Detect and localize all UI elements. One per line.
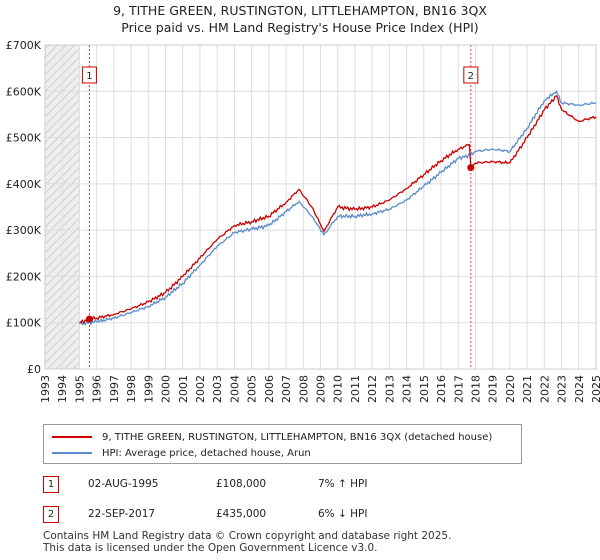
x-tick-label: 2008 — [297, 375, 310, 403]
y-tick-label: £600K — [6, 85, 42, 98]
x-tick-label: 2017 — [452, 375, 465, 403]
plot-frame — [44, 44, 597, 370]
x-tick-label: 2022 — [538, 375, 551, 403]
x-tick-label: 2013 — [383, 375, 396, 403]
x-tick-label: 1995 — [73, 375, 86, 403]
x-tick-label: 1994 — [56, 375, 69, 403]
legend-swatch-property — [52, 436, 92, 438]
x-tick-label: 1998 — [125, 375, 138, 403]
x-tick-label: 2023 — [556, 375, 569, 403]
chart-subtitle: Price paid vs. HM Land Registry's House … — [121, 20, 479, 35]
y-tick-label: £100K — [6, 317, 42, 330]
y-tick-label: £700K — [6, 39, 42, 52]
x-tick-label: 2014 — [401, 375, 414, 403]
legend-label-hpi: HPI: Average price, detached house, Arun — [102, 447, 311, 459]
footer-licence: This data is licensed under the Open Gov… — [43, 542, 378, 554]
y-tick-label: £200K — [6, 270, 42, 283]
x-tick-label: 2001 — [177, 375, 190, 403]
sale-marker-label: 1 — [86, 71, 92, 82]
legend-swatch-hpi — [52, 452, 92, 454]
footer-copyright: Contains HM Land Registry data © Crown c… — [43, 530, 452, 542]
y-tick-label: £500K — [6, 132, 42, 145]
x-tick-label: 2018 — [469, 375, 482, 403]
transaction-hpi-delta: 6% ↓ HPI — [318, 508, 368, 520]
x-tick-label: 2011 — [349, 375, 362, 403]
transaction-price: £435,000 — [216, 508, 267, 520]
series-line — [79, 95, 597, 325]
x-tick-label: 2010 — [332, 375, 345, 403]
x-tick-label: 2003 — [211, 375, 224, 403]
transaction-row: 1 02-AUG-1995 £108,000 7% ↑ HPI — [43, 476, 520, 494]
x-tick-label: 2012 — [366, 375, 379, 403]
x-tick-label: 2024 — [573, 375, 586, 403]
transaction-badge: 2 — [43, 506, 59, 523]
sale-marker-label: 2 — [468, 71, 474, 82]
x-tick-label: 2025 — [590, 375, 600, 403]
chart-legend: 9, TITHE GREEN, RUSTINGTON, LITTLEHAMPTO… — [43, 424, 522, 464]
x-tick-label: 2007 — [280, 375, 293, 403]
y-tick-label: £300K — [6, 224, 42, 237]
y-tick-label: £0 — [27, 363, 41, 376]
sale-point — [467, 164, 475, 172]
price-chart: £0 £100K £200K £300K £400K £500K £600K £700K 199… — [6, 39, 600, 403]
x-tick-label: 1993 — [39, 375, 52, 403]
transaction-date: 02-AUG-1995 — [88, 478, 159, 490]
x-tick-label: 2016 — [435, 375, 448, 403]
x-tick-label: 1997 — [108, 375, 121, 403]
transaction-hpi-delta: 7% ↑ HPI — [318, 478, 368, 490]
transaction-price: £108,000 — [216, 478, 267, 490]
x-tick-label: 2019 — [487, 375, 500, 403]
x-tick-label: 2002 — [194, 375, 207, 403]
legend-item-property: 9, TITHE GREEN, RUSTINGTON, LITTLEHAMPTO… — [52, 430, 492, 444]
x-tick-label: 1999 — [142, 375, 155, 403]
x-tick-label: 2021 — [521, 375, 534, 403]
sale-marker-box — [81, 66, 97, 84]
x-tick-label: 1996 — [91, 375, 104, 403]
legend-item-hpi: HPI: Average price, detached house, Arun — [52, 446, 311, 460]
x-tick-label: 2015 — [418, 375, 431, 403]
x-tick-label: 2000 — [160, 375, 173, 403]
sale-marker-box — [463, 66, 479, 84]
transaction-badge: 1 — [43, 476, 59, 493]
transaction-row: 2 22-SEP-2017 £435,000 6% ↓ HPI — [43, 506, 520, 524]
y-tick-label: £400K — [6, 178, 42, 191]
x-tick-label: 2009 — [315, 375, 328, 403]
x-tick-label: 2020 — [504, 375, 517, 403]
x-tick-label: 2004 — [228, 375, 241, 403]
sale-point — [85, 315, 93, 323]
transaction-date: 22-SEP-2017 — [88, 508, 156, 520]
chart-title: 9, TITHE GREEN, RUSTINGTON, LITTLEHAMPTO… — [113, 3, 487, 18]
x-tick-label: 2006 — [263, 375, 276, 403]
legend-label-property: 9, TITHE GREEN, RUSTINGTON, LITTLEHAMPTO… — [102, 431, 493, 443]
series-line — [78, 89, 597, 326]
x-tick-label: 2005 — [246, 375, 259, 403]
